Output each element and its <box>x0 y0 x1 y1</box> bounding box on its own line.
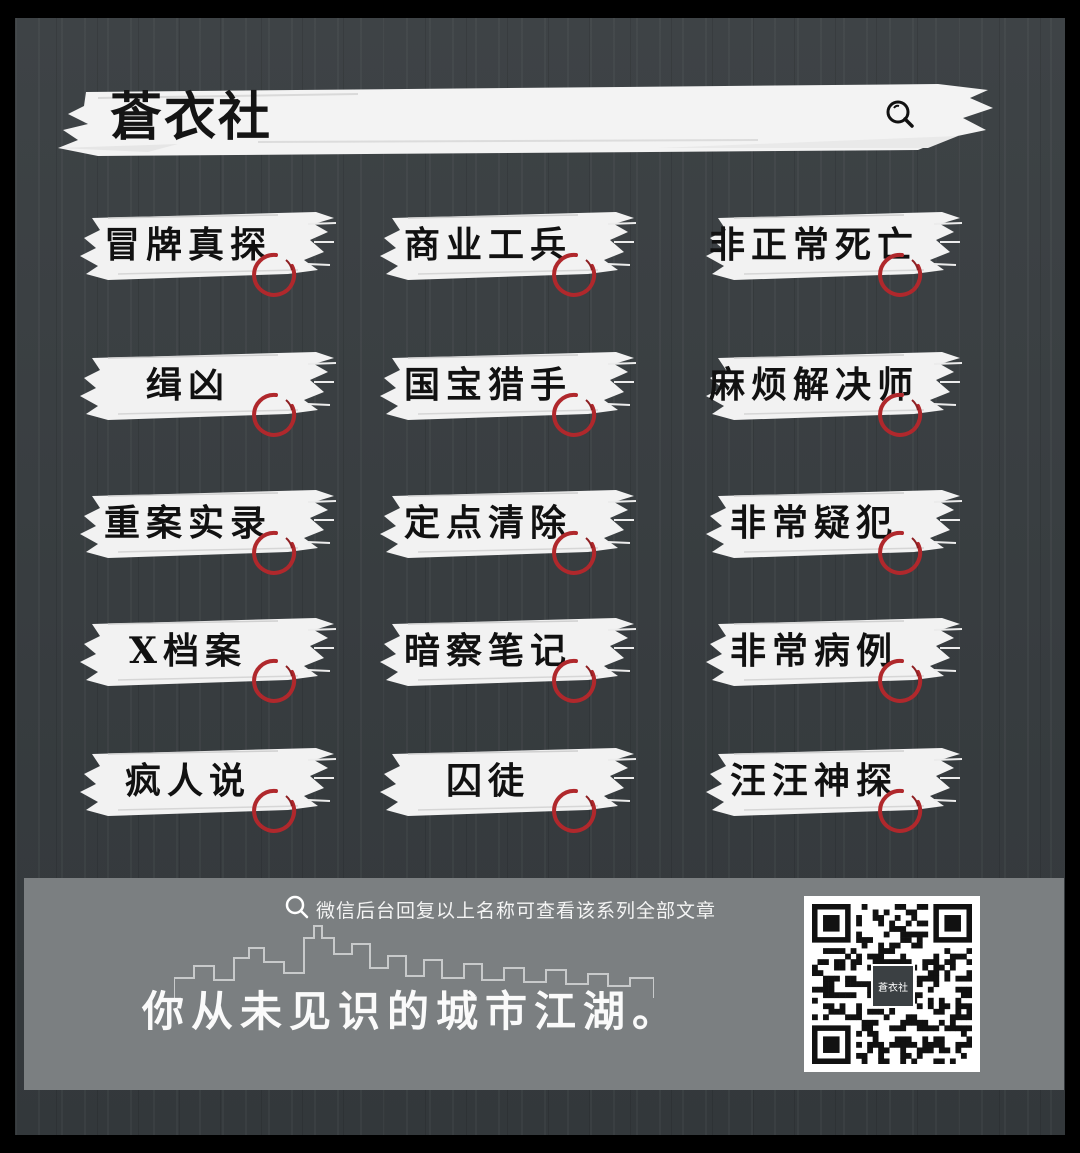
brush-stroke <box>380 748 637 816</box>
brush-stroke <box>80 618 337 686</box>
brush-stroke <box>706 490 963 558</box>
category-button-zhongan-shilu[interactable]: 重案实录 <box>78 486 338 576</box>
category-label: 暗察笔记 <box>403 630 572 672</box>
red-seal-circle-icon <box>878 788 923 833</box>
brush-stroke <box>80 490 337 558</box>
category-button-qiutu[interactable]: 囚徒 <box>378 744 638 834</box>
category-label: X档案 <box>129 630 247 672</box>
brush-stroke <box>380 618 637 686</box>
category-button-mafan-jiejueshi[interactable]: 麻烦解决师 <box>704 348 964 438</box>
category-button-ancha-biji[interactable]: 暗察笔记 <box>378 614 638 704</box>
header-banner: 蒼衣社 <box>58 78 993 160</box>
red-seal-circle-icon <box>552 530 597 575</box>
category-label: 冒牌真探 <box>103 224 272 266</box>
category-label: 定点清除 <box>403 502 572 544</box>
qr-code-pattern <box>812 904 972 1064</box>
red-seal-circle-icon <box>552 392 597 437</box>
category-label: 重案实录 <box>103 502 272 544</box>
search-button[interactable] <box>878 92 924 138</box>
category-button-fei-zhengchang-siwang[interactable]: 非正常死亡 <box>704 208 964 298</box>
city-skyline-illustration <box>174 925 654 998</box>
brush-stroke <box>706 212 963 280</box>
category-label: 非常疑犯 <box>729 502 898 544</box>
red-seal-circle-icon <box>252 530 297 575</box>
category-button-shangye-gongbing[interactable]: 商业工兵 <box>378 208 638 298</box>
red-seal-circle-icon <box>878 252 923 297</box>
page-title: 蒼衣社 <box>110 87 273 148</box>
category-button-dingdian-qingchu[interactable]: 定点清除 <box>378 486 638 576</box>
category-button-guobao-lieshou[interactable]: 国宝猎手 <box>378 348 638 438</box>
title-brush-stroke <box>58 84 993 156</box>
category-label: 国宝猎手 <box>403 364 572 406</box>
brush-stroke <box>706 748 963 816</box>
red-seal-circle-icon <box>252 392 297 437</box>
footer: 微信后台回复以上名称可查看该系列全部文章 你从未见识的城市江湖。 蒼衣社 <box>24 878 1064 1090</box>
category-label: 疯人说 <box>124 760 251 802</box>
red-seal-circle-icon <box>252 658 297 703</box>
category-button-maopai-zhentan[interactable]: 冒牌真探 <box>78 208 338 298</box>
qr-code[interactable]: 蒼衣社 <box>804 896 980 1072</box>
category-label: 非常病例 <box>729 630 898 672</box>
red-seal-circle-icon <box>878 392 923 437</box>
red-seal-circle-icon <box>252 252 297 297</box>
brush-stroke <box>380 352 637 420</box>
brush-stroke <box>706 352 963 420</box>
qr-logo: 蒼衣社 <box>871 964 915 1008</box>
category-button-ji-xiong[interactable]: 缉凶 <box>78 348 338 438</box>
category-button-fengren-shuo[interactable]: 疯人说 <box>78 744 338 834</box>
red-seal-circle-icon <box>252 788 297 833</box>
brush-stroke <box>706 618 963 686</box>
category-label: 缉凶 <box>145 364 230 406</box>
category-label: 麻烦解决师 <box>708 364 919 406</box>
brush-stroke <box>380 212 637 280</box>
slogan: 你从未见识的城市江湖。 <box>142 987 682 1036</box>
footer-hint-text: 微信后台回复以上名称可查看该系列全部文章 <box>316 901 717 922</box>
red-seal-circle-icon <box>552 252 597 297</box>
red-seal-circle-icon <box>552 788 597 833</box>
category-label: 汪汪神探 <box>729 760 898 802</box>
search-icon <box>886 100 914 128</box>
category-label: 非正常死亡 <box>708 224 919 266</box>
category-label: 商业工兵 <box>403 224 572 266</box>
red-seal-circle-icon <box>878 658 923 703</box>
red-seal-circle-icon <box>552 658 597 703</box>
category-button-wangwang-shentan[interactable]: 汪汪神探 <box>704 744 964 834</box>
category-label: 囚徒 <box>445 760 530 802</box>
category-button-feichang-bingli[interactable]: 非常病例 <box>704 614 964 704</box>
category-button-feichang-yifan[interactable]: 非常疑犯 <box>704 486 964 576</box>
search-icon <box>285 895 309 919</box>
brush-stroke <box>80 212 337 280</box>
brush-stroke <box>80 352 337 420</box>
red-seal-circle-icon <box>878 530 923 575</box>
brush-stroke <box>380 490 637 558</box>
brush-stroke <box>80 748 337 816</box>
category-button-x-dangan[interactable]: X档案 <box>78 614 338 704</box>
